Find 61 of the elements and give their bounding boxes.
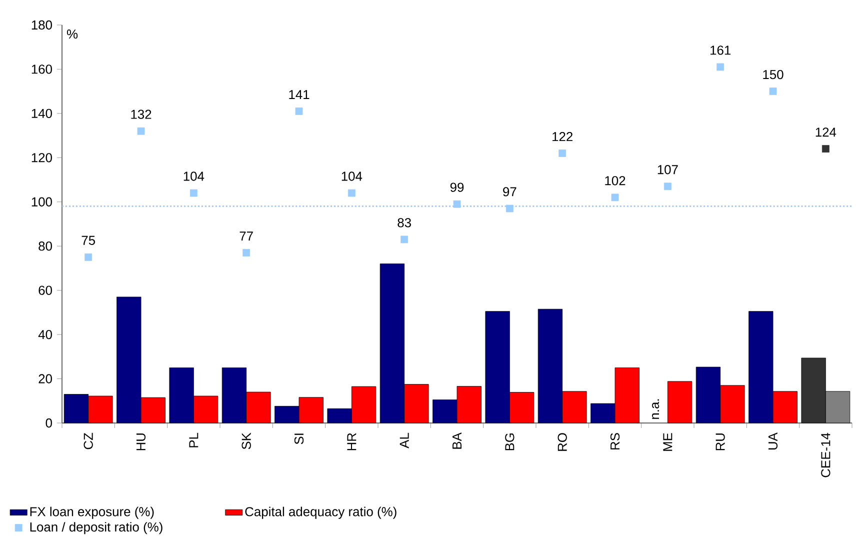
data-label: 104 <box>342 172 362 181</box>
x-tick-label: HU <box>136 434 146 450</box>
point <box>137 127 145 135</box>
x-tick-label: RS <box>610 433 620 450</box>
x-tick-label: CEE-14 <box>821 432 830 478</box>
data-label: 132 <box>131 110 152 119</box>
point <box>453 200 461 208</box>
x-tick-label: UA <box>768 432 778 450</box>
y-tick-label: 0 <box>46 418 52 428</box>
x-tick-label: CZ <box>84 432 93 450</box>
y-tick-label: 80 <box>38 242 52 251</box>
point <box>84 253 92 261</box>
point <box>348 189 356 197</box>
data-label: 124 <box>816 128 836 137</box>
legend-label: Capital adequacy ratio (%) <box>245 506 396 519</box>
point <box>400 236 408 244</box>
x-tick-label: RO <box>558 433 567 451</box>
data-label: 161 <box>710 46 731 55</box>
x-tick-label: PL <box>189 432 198 448</box>
data-label: 122 <box>552 132 572 142</box>
y-tick-label: 140 <box>32 108 52 118</box>
point <box>558 150 566 157</box>
data-label: 107 <box>658 165 678 174</box>
point <box>769 88 777 96</box>
y-tick-label: 120 <box>32 153 52 162</box>
y-tick-label: 160 <box>32 64 52 74</box>
data-label: 83 <box>398 218 411 228</box>
y-tick-label: 60 <box>38 286 52 295</box>
point <box>506 204 514 212</box>
y-tick-label: 100 <box>32 197 52 206</box>
point <box>190 189 198 197</box>
legend-label: FX loan exposure (%) <box>30 506 154 519</box>
x-tick-label: SK <box>242 432 251 450</box>
x-tick-label: BA <box>452 432 462 449</box>
y-tick-label: 20 <box>38 374 52 384</box>
point <box>822 145 830 153</box>
data-label: 150 <box>763 70 784 80</box>
y-axis-title: % <box>66 30 78 39</box>
point <box>611 194 619 202</box>
data-label: 75 <box>82 236 95 245</box>
y-tick-label: 180 <box>32 20 52 30</box>
data-label: 102 <box>605 176 626 186</box>
x-tick-label: HR <box>347 433 356 450</box>
data-label: 97 <box>503 187 516 196</box>
y-tick-label: 40 <box>38 330 52 340</box>
data-label: 99 <box>450 182 464 192</box>
data-label: 141 <box>289 90 310 100</box>
point <box>242 249 250 256</box>
x-tick-label: SI <box>294 434 304 444</box>
x-tick-label: ME <box>663 433 672 451</box>
x-tick-label: RU <box>716 434 725 450</box>
point <box>664 182 672 190</box>
legend-label: Loan / deposit ratio (%) <box>30 522 162 534</box>
point <box>716 63 724 71</box>
point <box>295 108 303 115</box>
x-tick-label: AL <box>400 432 409 448</box>
data-label: 104 <box>184 172 204 181</box>
text: n.a. <box>652 399 660 419</box>
data-label: 77 <box>240 232 253 241</box>
bar <box>667 381 692 424</box>
x-tick-label: BG <box>505 433 514 450</box>
